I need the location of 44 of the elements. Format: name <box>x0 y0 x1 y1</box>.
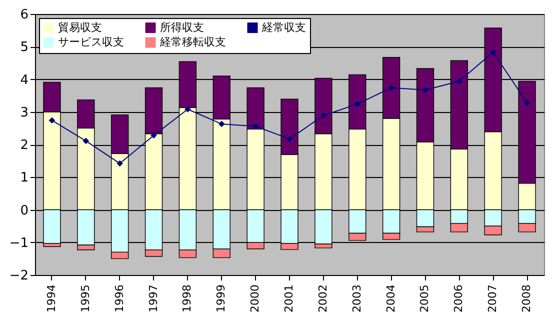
point <box>388 84 394 91</box>
point <box>82 138 90 144</box>
y-tick-label: 2 <box>20 138 28 153</box>
legend-label: 経常収支 <box>261 20 306 34</box>
y-tick-label: −1 <box>9 236 28 251</box>
y-tick-label: 6 <box>20 8 28 22</box>
point <box>456 78 462 84</box>
x-tick-label: 2005 <box>418 284 432 312</box>
y-tick-label: 0 <box>20 203 28 218</box>
x-tick-label: 2002 <box>316 284 330 312</box>
x-tick-label: 2000 <box>248 284 262 312</box>
point <box>184 106 191 112</box>
x-tick-label: 1998 <box>180 284 194 312</box>
point <box>150 132 157 139</box>
x-tick-label: 2007 <box>486 284 500 312</box>
legend-label: 貿易収支 <box>58 20 102 34</box>
x-tick-label: 2008 <box>520 284 534 312</box>
point <box>354 100 361 108</box>
y-tick-label: 1 <box>20 170 28 186</box>
point <box>218 120 225 128</box>
x-tick-label: 1996 <box>112 284 126 312</box>
x-tick-label: 1994 <box>44 284 58 312</box>
x-tick-label: 1997 <box>146 284 160 312</box>
point <box>48 117 56 124</box>
legend-label: サービス収支 <box>58 36 124 48</box>
x-tick-label: 2001 <box>282 284 296 312</box>
y-tick-label: 4 <box>20 72 28 88</box>
x-tick-label: 1995 <box>78 284 92 312</box>
y-tick-label: 3 <box>20 105 28 120</box>
point <box>422 86 428 94</box>
point <box>116 160 123 167</box>
legend-label: 経常移転収支 <box>159 36 226 48</box>
y-tick-label: 5 <box>20 40 28 56</box>
x-tick-label: 2003 <box>350 284 364 312</box>
x-tick-label: 1999 <box>214 284 228 312</box>
point <box>490 49 496 56</box>
x-tick-label: 2006 <box>452 284 466 312</box>
point <box>286 136 293 142</box>
point <box>524 100 530 106</box>
y-tick-label: −2 <box>9 268 28 284</box>
x-tick-label: 2004 <box>384 284 398 312</box>
point <box>320 112 327 119</box>
legend-label: 所得収支 <box>160 20 204 34</box>
point <box>252 123 259 130</box>
